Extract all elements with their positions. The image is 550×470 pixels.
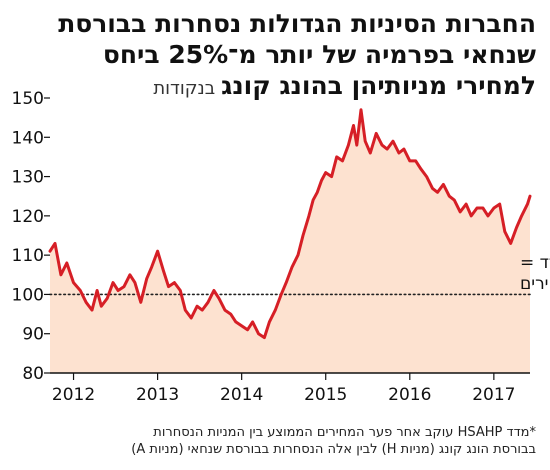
footnote: *מדד HSAHP עוקב אחר פער המחירים הממוצע ב… xyxy=(12,424,536,458)
annotation-line-2: אין פער בין המחירים xyxy=(520,274,550,294)
y-tick-label: 130 xyxy=(12,168,44,188)
title-line-3-text: למחירי מניותיהן בהונג קונג xyxy=(221,71,536,100)
series-line xyxy=(48,108,532,340)
footnote-line-2: בבורסת הונג קונג (מניות H) לבין אלה הנסח… xyxy=(131,442,536,457)
annotation-line-1: 100 נקודות במדד = xyxy=(520,253,550,273)
unit-label: בנקודות xyxy=(153,78,216,99)
y-tick-label: 80 xyxy=(22,364,44,384)
footnote-line-1: *מדד HSAHP עוקב אחר פער המחירים הממוצע ב… xyxy=(153,425,536,440)
title-line-3: למחירי מניותיהן בהונג קונגבנקודות xyxy=(12,70,536,104)
y-tick-label: 150 xyxy=(12,89,44,109)
title-line-1: החברות הסיניות הגדולות נסחרות בבורסת xyxy=(58,9,536,38)
y-tick-label: 100 xyxy=(12,285,44,305)
y-tick-label: 90 xyxy=(22,325,44,345)
x-tick-label: 2014 xyxy=(220,385,263,405)
x-tick-label: 2017 xyxy=(472,385,515,405)
reference-annotation: 100 נקודות במדד = אין פער בין המחירים xyxy=(520,253,550,294)
y-tick-label: 140 xyxy=(12,128,44,148)
x-tick-label: 2012 xyxy=(52,385,95,405)
area-fill xyxy=(50,109,530,374)
plot-area: 80 90 100 110 120 130 140 150 2012 2013 2014 2015 20… xyxy=(12,89,532,405)
x-tick-label: 2016 xyxy=(388,385,431,405)
x-tick-label: 2015 xyxy=(304,385,347,405)
y-tick-label: 120 xyxy=(12,207,44,227)
title-line-2: שנחאי בפרמיה של יותר מ־25% ביחס xyxy=(102,40,536,69)
x-tick-label: 2013 xyxy=(136,385,179,405)
chart-title: החברות הסיניות הגדולות נסחרות בבורסת שנח… xyxy=(12,8,536,104)
y-tick-label: 110 xyxy=(12,246,44,266)
